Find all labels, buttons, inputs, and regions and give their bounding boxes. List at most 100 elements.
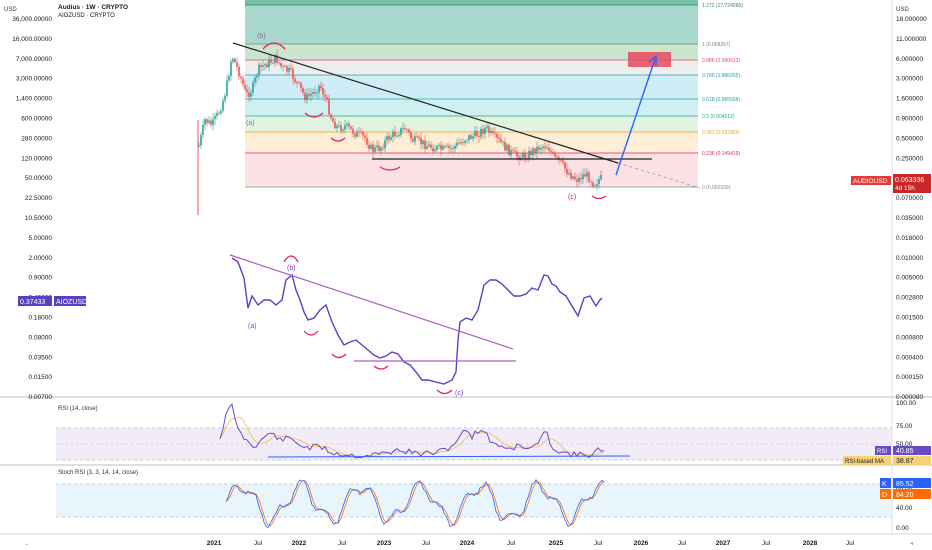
rsi-value: 40.85 — [896, 448, 914, 455]
rsi-tick-label: 100.00 — [896, 400, 916, 407]
audio-candle-body — [530, 150, 532, 155]
audio-candle-body — [438, 144, 440, 146]
time-tick-label: Jul — [846, 540, 855, 547]
fib-level-label: 0.236 (0.149419) — [702, 151, 740, 157]
audio-candle-body — [416, 136, 418, 138]
audio-candle-body — [220, 111, 222, 114]
audio-candle-body — [548, 147, 550, 151]
audio-candle-body — [490, 130, 492, 133]
audio-candle-body — [412, 138, 414, 142]
audio-last-price-badge: AUDIOUSD 0.063336 4d 15h — [851, 174, 931, 193]
audio-candle-body — [492, 130, 494, 134]
left-tick-label: 0.01500 — [29, 374, 53, 381]
time-tick-label: Jul — [338, 540, 347, 547]
left-tick-label: 10.50000 — [25, 215, 52, 222]
audio-candle-body — [510, 149, 512, 156]
audio-candle-body — [280, 62, 282, 67]
chart-title: Audius · 1W · CRYPTO — [58, 4, 128, 11]
audio-candle-body — [252, 82, 254, 94]
audio-candle-body — [368, 144, 370, 149]
rsi-value-badges: RSI 40.85 RSI-based MA 38.87 — [843, 446, 931, 465]
fib-zone — [245, 116, 698, 132]
time-tick-label: 2021 — [207, 540, 222, 547]
audio-candle-body — [448, 145, 450, 148]
rsi-line — [219, 402, 605, 459]
wave-arc — [330, 137, 346, 142]
audio-candle-body — [546, 147, 548, 149]
left-tick-label: 0.18000 — [29, 315, 53, 322]
audio-candle-body — [310, 93, 312, 96]
aioz-wave-arc — [436, 389, 453, 395]
audio-candle-body — [294, 79, 296, 83]
audio-candle-body — [420, 138, 422, 145]
audio-candle-body — [328, 99, 330, 115]
left-price-axis[interactable]: 36,000.00000 16,000.00000 7,000.00000 3,000… — [12, 16, 52, 401]
time-tick-label: 2027 — [716, 540, 731, 547]
audio-candle-body — [204, 119, 206, 125]
audio-candle-body — [354, 133, 356, 137]
currency-left: USD — [4, 7, 17, 13]
left-tick-label: 2.00000 — [29, 255, 53, 262]
left-tick-label: 0.90000 — [29, 275, 53, 282]
time-tick-label: Jul — [254, 540, 263, 547]
audio-candle-body — [246, 89, 248, 93]
audio-candle-body — [518, 156, 520, 161]
audio-candle-body — [254, 77, 256, 83]
audio-candle-body — [424, 140, 426, 149]
audio-candle-body — [384, 140, 386, 149]
right-tick-label: 0.000800 — [896, 334, 923, 341]
rsi-support-line — [267, 455, 631, 458]
audio-candle-body — [334, 121, 336, 129]
audio-candle-body — [304, 92, 306, 101]
audio-candle-body — [480, 128, 482, 137]
audio-candle-body — [258, 64, 260, 76]
time-axis[interactable]: 2021 Jul 2022 Jul 2023 Jul 2024 Jul 2025 Jul 2026 J… — [207, 540, 855, 547]
auto-scale-icon[interactable]: ◂ — [910, 541, 913, 547]
wave-arc — [304, 112, 324, 118]
audio-candle-body — [388, 135, 390, 140]
audio-candle-body — [586, 172, 588, 177]
audio-candle-body — [494, 133, 496, 134]
audio-candle-body — [208, 120, 210, 123]
right-tick-label: 0.035000 — [896, 215, 923, 222]
audio-candle-body — [470, 135, 472, 139]
audio-candle-body — [216, 112, 218, 116]
left-tick-label: 5.00000 — [29, 235, 53, 242]
right-tick-label: 0.010000 — [896, 255, 923, 262]
right-tick-label: 0.500000 — [896, 135, 923, 142]
timezone-icon[interactable]: ⌄ — [24, 541, 29, 547]
right-tick-label: 6.000000 — [896, 56, 923, 63]
audio-candle-body — [566, 168, 568, 175]
time-tick-label: 2023 — [377, 540, 392, 547]
stoch-k-label: K — [882, 481, 887, 488]
audio-candle-body — [460, 142, 462, 144]
audio-candle-body — [296, 82, 298, 83]
audio-candle-body — [436, 145, 438, 150]
audio-candle-body — [484, 127, 486, 134]
audio-candle-body — [464, 140, 466, 144]
left-tick-label: 1,400.00000 — [16, 96, 53, 103]
audio-candle-body — [356, 131, 358, 137]
audio-candle-body — [380, 147, 382, 151]
audio-last-price: 0.063336 — [895, 177, 924, 184]
audio-candle-body — [584, 174, 586, 177]
fib-zone — [245, 153, 698, 187]
right-tick-label: 0.002800 — [896, 295, 923, 302]
right-price-axis[interactable]: 18.000000 11.000000 6.000000 3.000000 1.6000… — [896, 16, 927, 401]
right-tick-label: 18.000000 — [896, 16, 927, 23]
audio-candle-body — [550, 150, 552, 152]
fib-level-label: 0.5 (0.504612) — [702, 114, 735, 120]
audio-candle-body — [398, 134, 400, 136]
audio-candle-body — [590, 181, 592, 183]
fib-zone — [245, 99, 698, 116]
audio-candle-body — [202, 124, 204, 135]
audio-downtrend-extension — [617, 162, 701, 189]
audio-candle-body — [562, 160, 564, 163]
aioz-wave-arc — [373, 365, 389, 370]
audio-candle-body — [444, 146, 446, 147]
right-tick-label: 0.000400 — [896, 354, 923, 361]
rsi-ma-value: 38.87 — [896, 458, 914, 465]
aioz-value-badge: 0.37433 AIOZUSD — [18, 296, 87, 306]
